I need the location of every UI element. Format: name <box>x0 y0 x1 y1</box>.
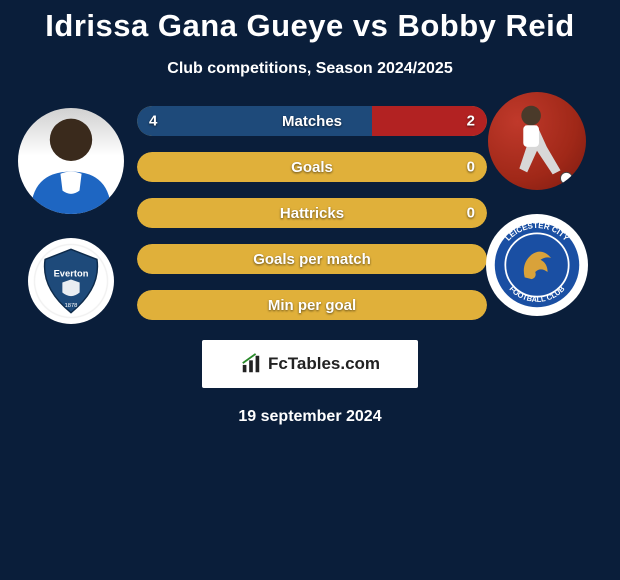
club-badge-icon: LEICESTER CITY FOOTBALL CLUB <box>493 221 581 309</box>
metric-bar: 42Matches <box>137 106 487 136</box>
right-player-column: LEICESTER CITY FOOTBALL CLUB <box>472 92 602 316</box>
bar-chart-icon <box>240 353 262 375</box>
metric-label: Goals <box>137 159 487 176</box>
comparison-card: Idrissa Gana Gueye vs Bobby Reid Club co… <box>0 0 620 426</box>
left-player-avatar <box>18 108 124 214</box>
shield-icon: Everton 1878 <box>35 245 107 317</box>
date-text: 19 september 2024 <box>238 408 381 426</box>
metric-label: Hattricks <box>137 205 487 222</box>
metric-bar: Min per goal <box>137 290 487 320</box>
branding-badge: FcTables.com <box>202 340 418 388</box>
metric-bar: 0Goals <box>137 152 487 182</box>
page-title: Idrissa Gana Gueye vs Bobby Reid <box>45 8 574 44</box>
svg-text:1878: 1878 <box>65 303 78 309</box>
left-player-column: Everton 1878 <box>6 108 136 324</box>
metric-bar: Goals per match <box>137 244 487 274</box>
metric-bar: 0Hattricks <box>137 198 487 228</box>
right-club-crest: LEICESTER CITY FOOTBALL CLUB <box>486 214 588 316</box>
svg-text:Everton: Everton <box>54 269 89 279</box>
content-row: Everton 1878 42Matches 0Goals 0Hattricks Go… <box>0 106 620 320</box>
person-icon <box>18 108 124 214</box>
right-player-avatar <box>488 92 586 190</box>
person-kicking-icon <box>488 92 586 190</box>
metric-bars: 42Matches 0Goals 0Hattricks Goals per match… <box>137 106 487 320</box>
metric-label: Goals per match <box>137 251 487 268</box>
subtitle: Club competitions, Season 2024/2025 <box>167 60 452 78</box>
left-club-crest: Everton 1878 <box>28 238 114 324</box>
metric-label: Min per goal <box>137 297 487 314</box>
metric-label: Matches <box>137 113 487 130</box>
branding-text: FcTables.com <box>268 354 380 374</box>
